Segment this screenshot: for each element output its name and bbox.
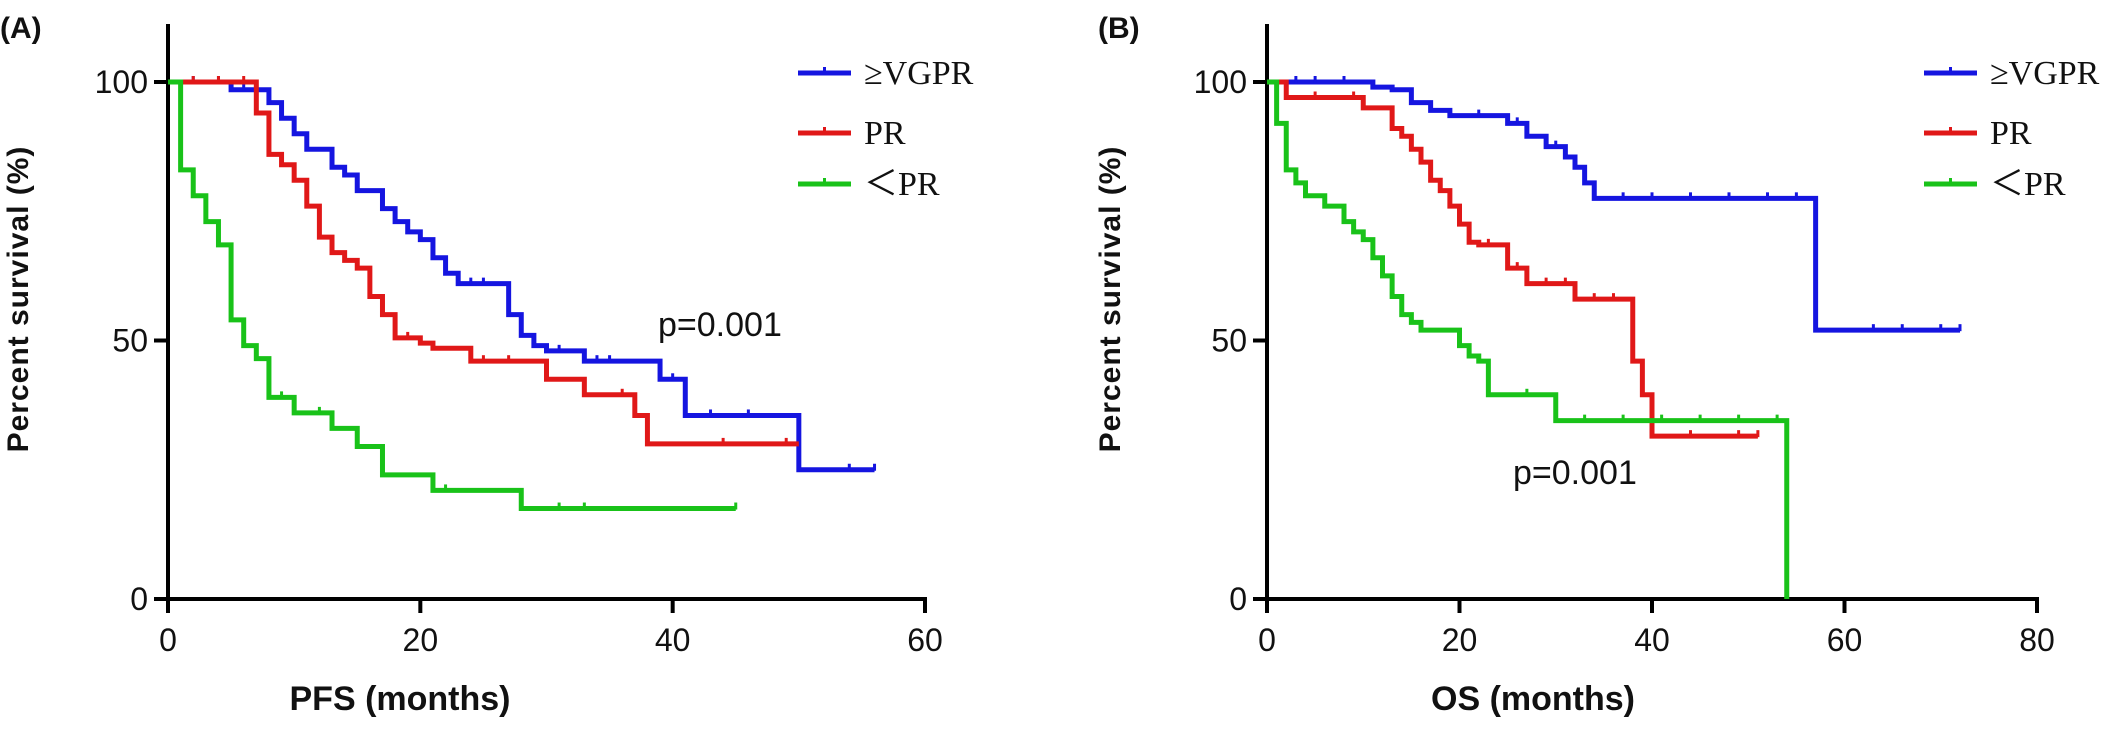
panel-b-y-tick-label: 50	[1211, 323, 1247, 359]
panel-b-x-tick-label: 80	[2019, 622, 2055, 658]
panel-a-y-tick-label: 0	[130, 581, 148, 617]
panel-a-curves	[168, 76, 877, 512]
panel-b-x-tick-label: 0	[1258, 622, 1276, 658]
panel-a-series-2-line	[168, 79, 736, 512]
panel-b: (B) Percent survival (%) OS (months) p=0…	[1094, 12, 2100, 718]
panel-b-p-value: p=0.001	[1513, 454, 1637, 492]
panel-a-legend-label: PR	[864, 115, 906, 152]
panel-b-y-axis-label: Percent survival (%)	[1094, 146, 1127, 453]
panel-a-x-tick-label: 60	[907, 622, 943, 658]
panel-a-x-tick-label: 0	[159, 622, 177, 658]
panel-b-legend: ≥VGPR PR ＜PR	[1924, 55, 2100, 203]
panel-b-y-tick-label: 100	[1194, 64, 1247, 100]
panel-a-x-tick-label: 40	[655, 622, 691, 658]
panel-b-series-0-line	[1267, 79, 1960, 333]
panel-b-series-1-line	[1267, 79, 1758, 439]
panel-b-legend-label: ≥VGPR	[1990, 55, 2100, 92]
panel-b-x-tick-label: 40	[1634, 622, 1670, 658]
panel-a-series-0-line	[168, 79, 875, 473]
panel-b-curves	[1267, 76, 1962, 599]
panel-a-y-axis-label: Percent survival (%)	[2, 146, 35, 453]
panel-b-legend-label: ＜PR	[1990, 166, 2066, 203]
panel-b-label: (B)	[1098, 12, 1140, 45]
panel-a-series-1-line	[168, 79, 799, 447]
panel-a: (A) Percent survival (%) PFS (months) p=…	[0, 12, 974, 718]
panel-a-y-tick-label: 50	[112, 323, 148, 359]
panel-b-series-2-line	[1267, 79, 1790, 599]
panel-b-legend-label: PR	[1990, 115, 2032, 152]
panel-a-legend-label: ＜PR	[864, 166, 940, 203]
panel-a-legend-label: ≥VGPR	[864, 55, 974, 92]
panel-b-y-tick-label: 0	[1229, 581, 1247, 617]
panel-a-label: (A)	[0, 12, 42, 45]
panel-a-x-axis-label: PFS (months)	[290, 680, 511, 718]
panel-a-legend: ≥VGPR PR ＜PR	[798, 55, 974, 203]
panel-b-x-axis-label: OS (months)	[1431, 680, 1635, 718]
panel-a-axes: 0 20 40 60 0 50 100	[95, 24, 943, 658]
panel-b-x-tick-label: 20	[1442, 622, 1478, 658]
panel-a-y-tick-label: 100	[95, 64, 148, 100]
panel-b-x-tick-label: 60	[1827, 622, 1863, 658]
panel-a-x-tick-label: 20	[403, 622, 439, 658]
panel-b-axes: 0 20 40 60 80 0 50 100	[1194, 24, 2055, 658]
panel-a-p-value: p=0.001	[658, 306, 782, 344]
